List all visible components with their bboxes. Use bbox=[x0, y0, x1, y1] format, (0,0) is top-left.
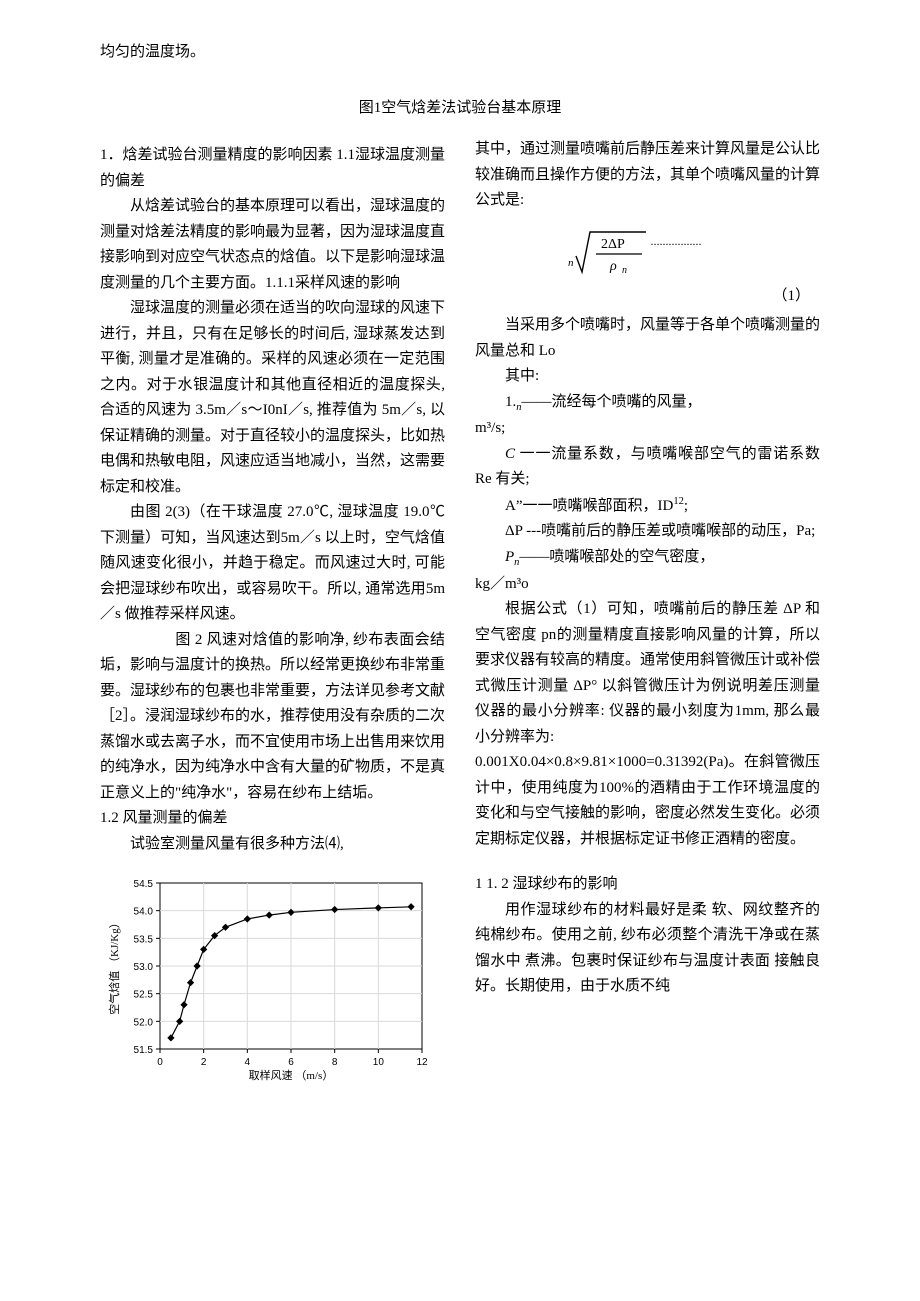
svg-text:n: n bbox=[568, 257, 574, 269]
left-p4: 图 2 风速对焓值的影响净, 纱布表面会结垢，影响与温度计的换热。所以经常更换纱… bbox=[100, 628, 445, 807]
left-p4-rest: 纱布表面会结垢，影响与温度计的换热。所以经常更换纱布非常重要。湿球纱布的包裹也非… bbox=[100, 632, 445, 801]
left-p2: 湿球温度的测量必须在适当的吹向湿球的风速下进行，并且，只有在足够长的时间后, 湿… bbox=[100, 296, 445, 500]
def-4: ΔP ---喷嘴前后的静压差或喷嘴喉部的动压，Pa; bbox=[475, 519, 820, 545]
svg-text:12: 12 bbox=[416, 1057, 428, 1068]
def5-pre: P bbox=[505, 549, 514, 565]
def2-pre: C bbox=[505, 446, 515, 462]
top-line-text: 均匀的温度场。 bbox=[100, 40, 820, 66]
right-calc: 0.001X0.04×0.8×9.81×1000=0.31392(Pa)。在斜管… bbox=[475, 750, 820, 852]
formula-1-number: （1） bbox=[475, 284, 810, 310]
right-p3: 其中: bbox=[475, 364, 820, 390]
def3-sup: 12 bbox=[673, 496, 684, 507]
svg-text:取样风速 （m/s）: 取样风速 （m/s） bbox=[249, 1068, 334, 1082]
section-1-1-2-heading: 1 1. 2 湿球纱布的影响 bbox=[475, 872, 820, 898]
def3-text: 一一喷嘴喉部面积，ID bbox=[523, 498, 674, 514]
def1-label: 1. bbox=[505, 394, 516, 410]
formula-svg: n2ΔPρn················· bbox=[538, 222, 758, 280]
def-5: Pn——喷嘴喉部处的空气密度， bbox=[475, 545, 820, 572]
svg-text:53.5: 53.5 bbox=[134, 934, 154, 945]
svg-text:10: 10 bbox=[373, 1057, 385, 1068]
right-p6: 用作湿球纱布的材料最好是柔 软、网纹整齐的纯棉纱布。使用之前, 纱布必须整个清洗… bbox=[475, 898, 820, 1000]
figure-2-caption-inline: 图 2 风速对焓值的影响净, bbox=[175, 632, 353, 648]
svg-text:·················: ················· bbox=[650, 237, 701, 251]
figure-1-caption: 图1空气焓差法试验台基本原理 bbox=[359, 100, 562, 116]
section-1-heading: 1．焓差试验台测量精度的影响因素 1.1湿球温度测量的偏差 bbox=[100, 143, 445, 194]
def3-end: ; bbox=[684, 498, 688, 514]
right-p4: 根据公式（1）可知，喷嘴前后的静压差 ΔP 和空气密度 pn的测量精度直接影响风… bbox=[475, 597, 820, 750]
two-column-layout: 1．焓差试验台测量精度的影响因素 1.1湿球温度测量的偏差 从焓差试验台的基本原… bbox=[100, 137, 820, 1083]
def-1: 1.n——流经每个喷嘴的风量， bbox=[475, 390, 820, 417]
wind-speed-chart: 0 2 4 6 8 10 12 51.5 52.0 52.5 53.0 53.5 54.0 54.5 取样风… bbox=[100, 867, 445, 1083]
svg-text:6: 6 bbox=[288, 1057, 294, 1068]
def-5-unit: kg／m³o bbox=[475, 572, 820, 598]
svg-text:4: 4 bbox=[245, 1057, 251, 1068]
svg-text:54.5: 54.5 bbox=[134, 879, 154, 890]
def-3: A”一一喷嘴喉部面积，ID12; bbox=[475, 493, 820, 520]
left-p5: 试验室测量风量有很多种方法⑷, bbox=[100, 832, 445, 858]
def2-text: 一一流量系数，与喷嘴喉部空气的雷诺系数 Re 有关; bbox=[475, 446, 820, 488]
left-p1: 从焓差试验台的基本原理可以看出，湿球温度的测量对焓差法精度的影响最为显著，因为湿… bbox=[100, 194, 445, 296]
svg-text:0: 0 bbox=[157, 1057, 163, 1068]
svg-text:8: 8 bbox=[332, 1057, 338, 1068]
svg-text:ρ: ρ bbox=[609, 259, 617, 274]
calc-text: 0.001X0.04×0.8×9.81×1000=0.31392(Pa)。 bbox=[475, 754, 744, 770]
svg-text:2: 2 bbox=[201, 1057, 207, 1068]
svg-text:54.0: 54.0 bbox=[134, 907, 154, 918]
svg-text:空气焓值 （KJ/Kg）: 空气焓值 （KJ/Kg） bbox=[107, 917, 121, 1014]
def1-text: ——流经每个喷嘴的风量， bbox=[522, 394, 702, 410]
svg-text:52.5: 52.5 bbox=[134, 990, 154, 1001]
svg-text:n: n bbox=[622, 265, 627, 276]
formula-1: n2ΔPρn················· （1） bbox=[475, 222, 820, 310]
def-2: C 一一流量系数，与喷嘴喉部空气的雷诺系数 Re 有关; bbox=[475, 442, 820, 493]
right-p1: 其中，通过测量喷嘴前后静压差来计算风量是公认比较准确而且操作方便的方法，其单个喷… bbox=[475, 137, 820, 214]
left-column: 1．焓差试验台测量精度的影响因素 1.1湿球温度测量的偏差 从焓差试验台的基本原… bbox=[100, 137, 445, 1083]
right-p2: 当采用多个喷嘴时，风量等于各单个喷嘴测量的风量总和 Lo bbox=[475, 313, 820, 364]
svg-text:2ΔP: 2ΔP bbox=[601, 237, 625, 252]
right-column: 其中，通过测量喷嘴前后静压差来计算风量是公认比较准确而且操作方便的方法，其单个喷… bbox=[475, 137, 820, 1083]
svg-text:51.5: 51.5 bbox=[134, 1045, 154, 1056]
chart-svg: 0 2 4 6 8 10 12 51.5 52.0 52.5 53.0 53.5 54.0 54.5 取样风… bbox=[104, 873, 434, 1083]
section-1-2-heading: 1.2 风量测量的偏差 bbox=[100, 806, 445, 832]
left-p3: 由图 2(3)（在干球温度 27.0℃, 湿球温度 19.0℃下测量）可知，当风… bbox=[100, 500, 445, 628]
svg-text:52.0: 52.0 bbox=[134, 1017, 154, 1028]
svg-text:53.0: 53.0 bbox=[134, 962, 154, 973]
def3-pre: A” bbox=[505, 498, 523, 514]
def-1-unit: m³/s; bbox=[475, 416, 820, 442]
def5-text: ——喷嘴喉部处的空气密度， bbox=[519, 549, 714, 565]
